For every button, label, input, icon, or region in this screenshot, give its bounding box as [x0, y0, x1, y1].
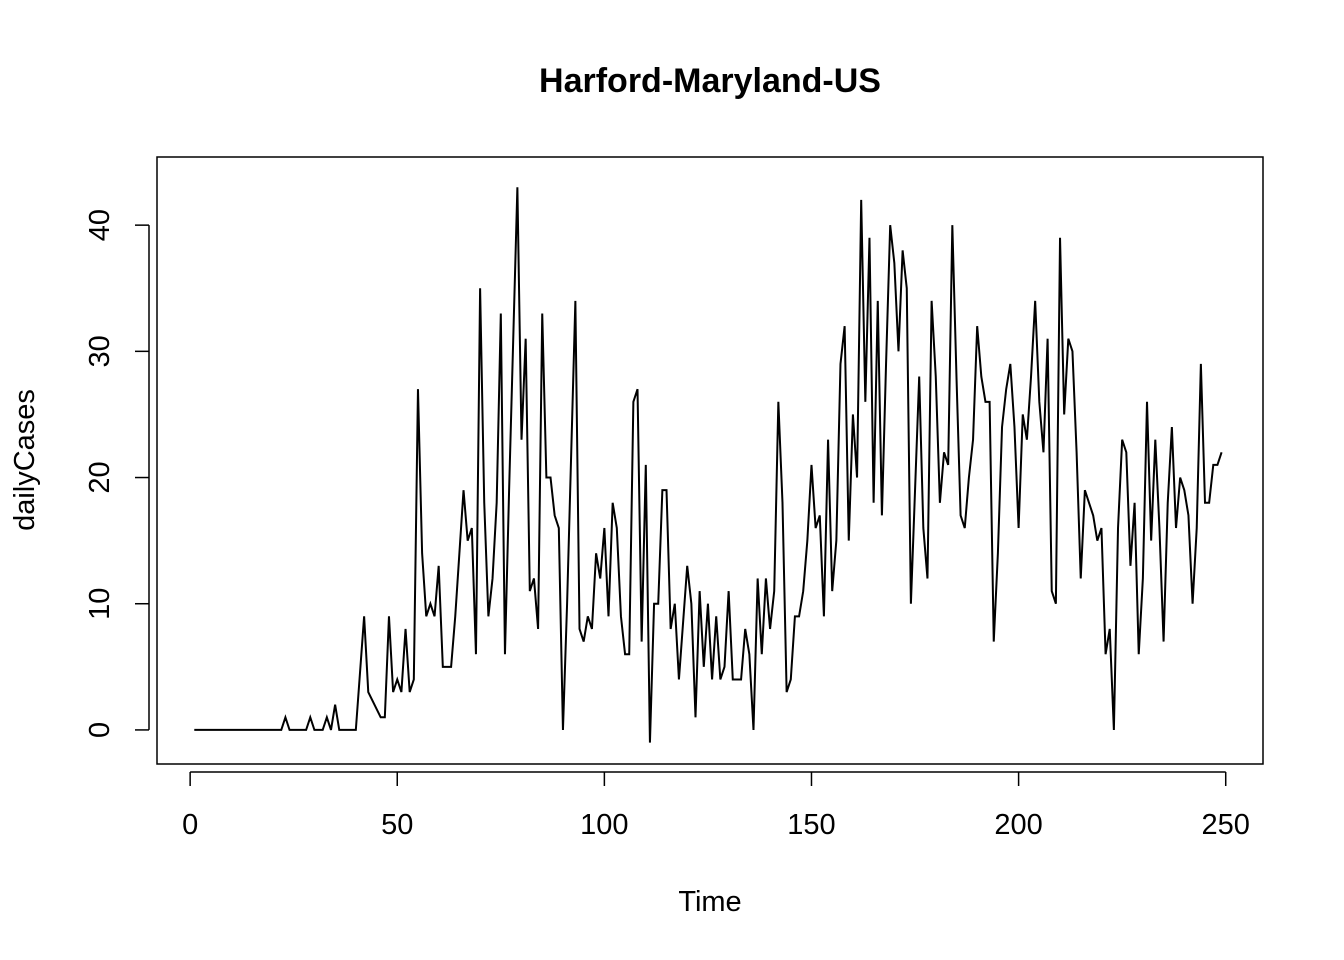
x-tick-label: 0 — [182, 809, 198, 841]
x-tick-label: 150 — [787, 809, 835, 841]
x-tick-label: 200 — [994, 809, 1042, 841]
x-tick-label: 100 — [580, 809, 628, 841]
y-tick-label: 40 — [84, 209, 116, 241]
y-tick-label: 10 — [84, 588, 116, 620]
y-tick-label: 30 — [84, 335, 116, 367]
y-tick-label: 20 — [84, 461, 116, 493]
x-axis-label: Time — [678, 886, 741, 918]
series-layer — [194, 187, 1223, 743]
chart-title: Harford-Maryland-US — [539, 62, 881, 100]
y-axis-label: dailyCases — [9, 389, 41, 531]
plot-area-frame — [156, 156, 1264, 765]
x-tick-label: 250 — [1202, 809, 1250, 841]
x-axis: 0 50 100 150 200 250 — [182, 771, 1250, 841]
y-tick-label: 0 — [84, 722, 116, 738]
x-tick-label: 50 — [381, 809, 413, 841]
y-axis: 0 10 20 30 40 — [84, 209, 150, 738]
series-line-0 — [194, 187, 1223, 743]
